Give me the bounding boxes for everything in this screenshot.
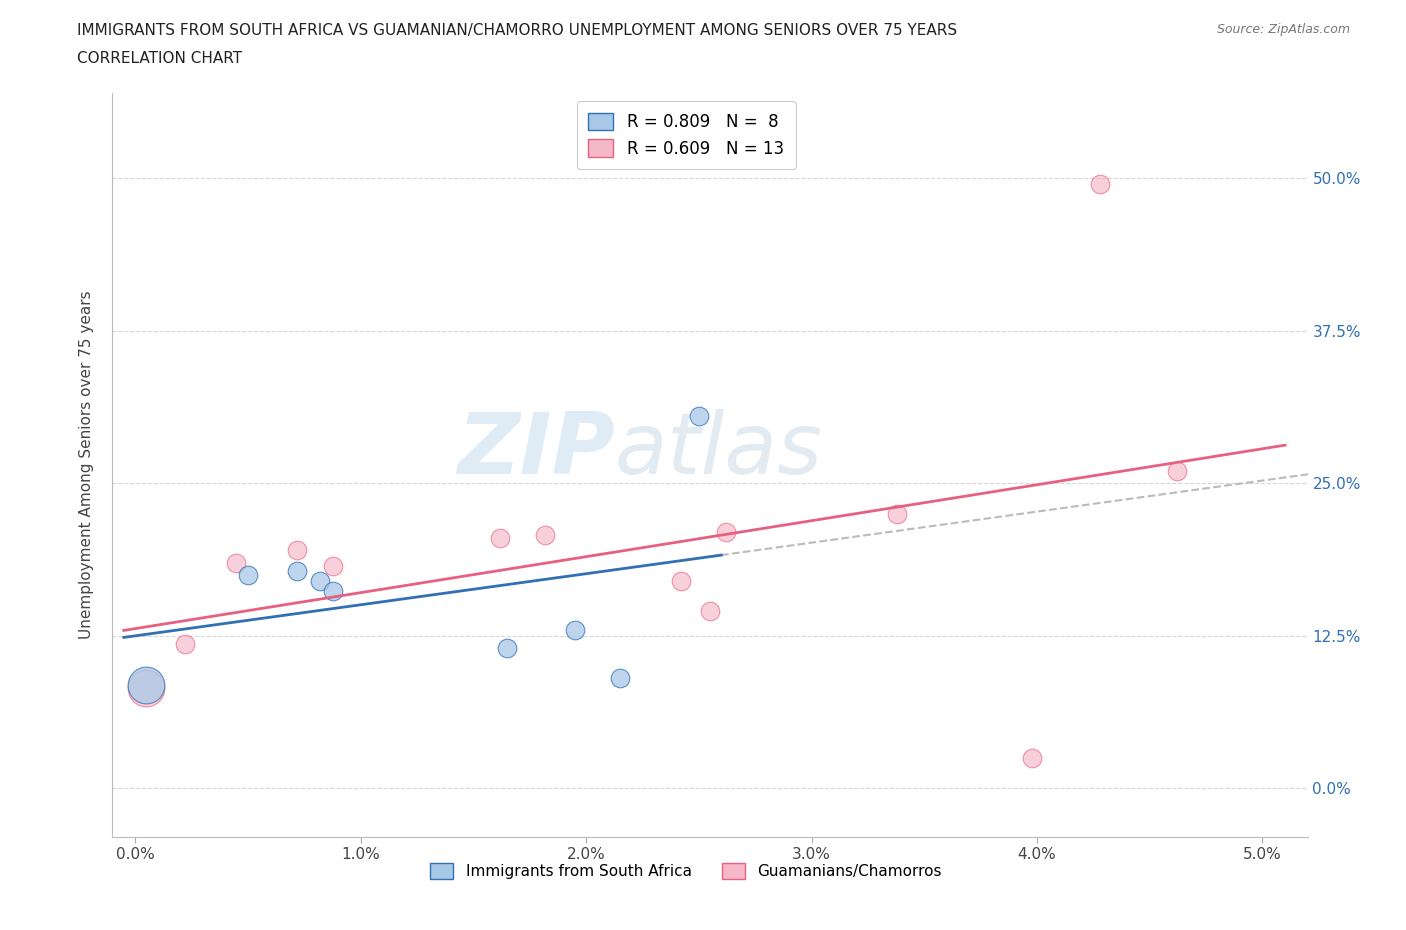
Y-axis label: Unemployment Among Seniors over 75 years: Unemployment Among Seniors over 75 years xyxy=(79,291,94,639)
Text: CORRELATION CHART: CORRELATION CHART xyxy=(77,51,242,66)
Point xyxy=(669,574,692,589)
Point xyxy=(564,622,586,637)
Point xyxy=(1021,751,1043,765)
Text: atlas: atlas xyxy=(614,408,823,492)
Point xyxy=(287,564,309,578)
Legend: Immigrants from South Africa, Guamanians/Chamorros: Immigrants from South Africa, Guamanians… xyxy=(425,857,948,885)
Point xyxy=(886,506,908,521)
Point xyxy=(225,555,247,570)
Point xyxy=(236,567,259,582)
Point xyxy=(496,641,519,656)
Point xyxy=(1088,177,1111,192)
Point xyxy=(287,543,309,558)
Point xyxy=(534,527,557,542)
Text: ZIP: ZIP xyxy=(457,408,614,492)
Point xyxy=(1166,464,1188,479)
Text: Source: ZipAtlas.com: Source: ZipAtlas.com xyxy=(1216,23,1350,36)
Point xyxy=(135,677,157,692)
Point xyxy=(135,681,157,696)
Point xyxy=(322,559,344,574)
Point xyxy=(609,671,631,686)
Point xyxy=(309,574,332,589)
Point xyxy=(688,409,710,424)
Text: IMMIGRANTS FROM SOUTH AFRICA VS GUAMANIAN/CHAMORRO UNEMPLOYMENT AMONG SENIORS OV: IMMIGRANTS FROM SOUTH AFRICA VS GUAMANIA… xyxy=(77,23,957,38)
Point xyxy=(489,531,512,546)
Point xyxy=(699,604,721,618)
Point xyxy=(714,525,737,539)
Point xyxy=(322,583,344,598)
Point xyxy=(173,637,195,652)
